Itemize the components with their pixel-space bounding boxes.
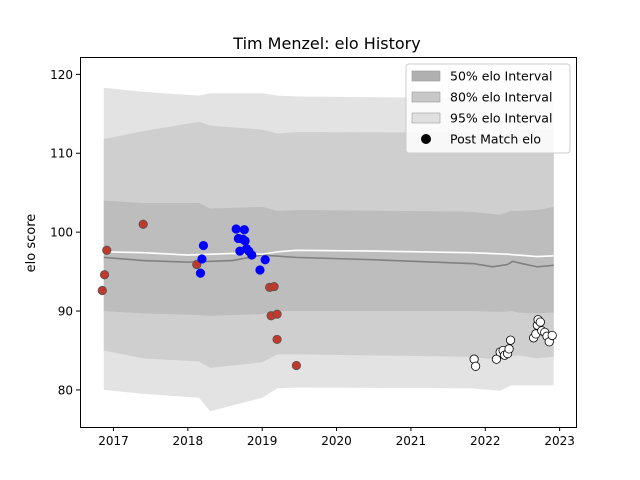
x-tick-label: 2021 — [396, 434, 427, 448]
legend-label: 95% elo Interval — [450, 111, 552, 126]
y-tick-label: 90 — [58, 305, 73, 319]
legend-marker — [421, 134, 431, 144]
y-tick-label: 120 — [50, 68, 73, 82]
y-tick-label: 100 — [50, 226, 73, 240]
chart-title: Tim Menzel: elo History — [232, 34, 420, 53]
x-tick-label: 2018 — [173, 434, 204, 448]
blue-point — [231, 224, 241, 234]
x-tick-label: 2022 — [470, 434, 501, 448]
y-tick-label: 110 — [50, 147, 73, 161]
red-point — [291, 360, 301, 371]
post-match-points — [97, 219, 557, 371]
x-tick-label: 2023 — [544, 434, 575, 448]
blue-point — [255, 265, 265, 275]
legend-label: Post Match elo — [450, 132, 541, 147]
legend: 50% elo Interval 80% elo Interval 95% elo … — [405, 63, 571, 154]
red-point — [269, 281, 279, 292]
legend-swatch — [411, 70, 441, 82]
y-axis-ticks: 80 90 100 110 120 — [50, 68, 80, 397]
interval-bands — [103, 87, 554, 412]
legend-label: 50% elo Interval — [450, 69, 552, 84]
red-point — [97, 285, 107, 296]
x-tick-label: 2019 — [247, 434, 278, 448]
mean-line — [103, 249, 554, 258]
blue-point — [195, 268, 206, 278]
red-point — [138, 219, 148, 229]
blue-point — [260, 255, 270, 265]
blue-point — [198, 240, 209, 251]
legend-swatch — [411, 91, 441, 103]
red-point — [102, 245, 112, 255]
y-tick-label: 80 — [58, 383, 73, 397]
x-tick-label: 2017 — [98, 434, 129, 448]
white-point — [471, 361, 481, 371]
plot-frame — [80, 57, 577, 428]
red-point — [99, 270, 110, 280]
x-tick-label: 2020 — [321, 434, 352, 448]
red-point — [272, 309, 282, 319]
white-point — [535, 317, 545, 327]
blue-point — [239, 225, 249, 235]
blue-point — [197, 254, 207, 264]
red-point — [192, 259, 202, 270]
red-point — [272, 334, 282, 345]
white-point — [505, 335, 516, 345]
y-axis-label: elo score — [24, 214, 39, 273]
white-point — [504, 344, 514, 354]
legend-swatch — [411, 112, 441, 124]
legend-box — [405, 63, 571, 154]
white-point — [491, 354, 502, 364]
blue-point — [240, 236, 250, 246]
legend-label: 80% elo Interval — [450, 90, 552, 105]
x-axis-ticks: 2017 2018 2019 2020 2021 2022 2023 — [98, 427, 575, 448]
white-point — [547, 330, 557, 341]
blue-point — [247, 250, 257, 260]
